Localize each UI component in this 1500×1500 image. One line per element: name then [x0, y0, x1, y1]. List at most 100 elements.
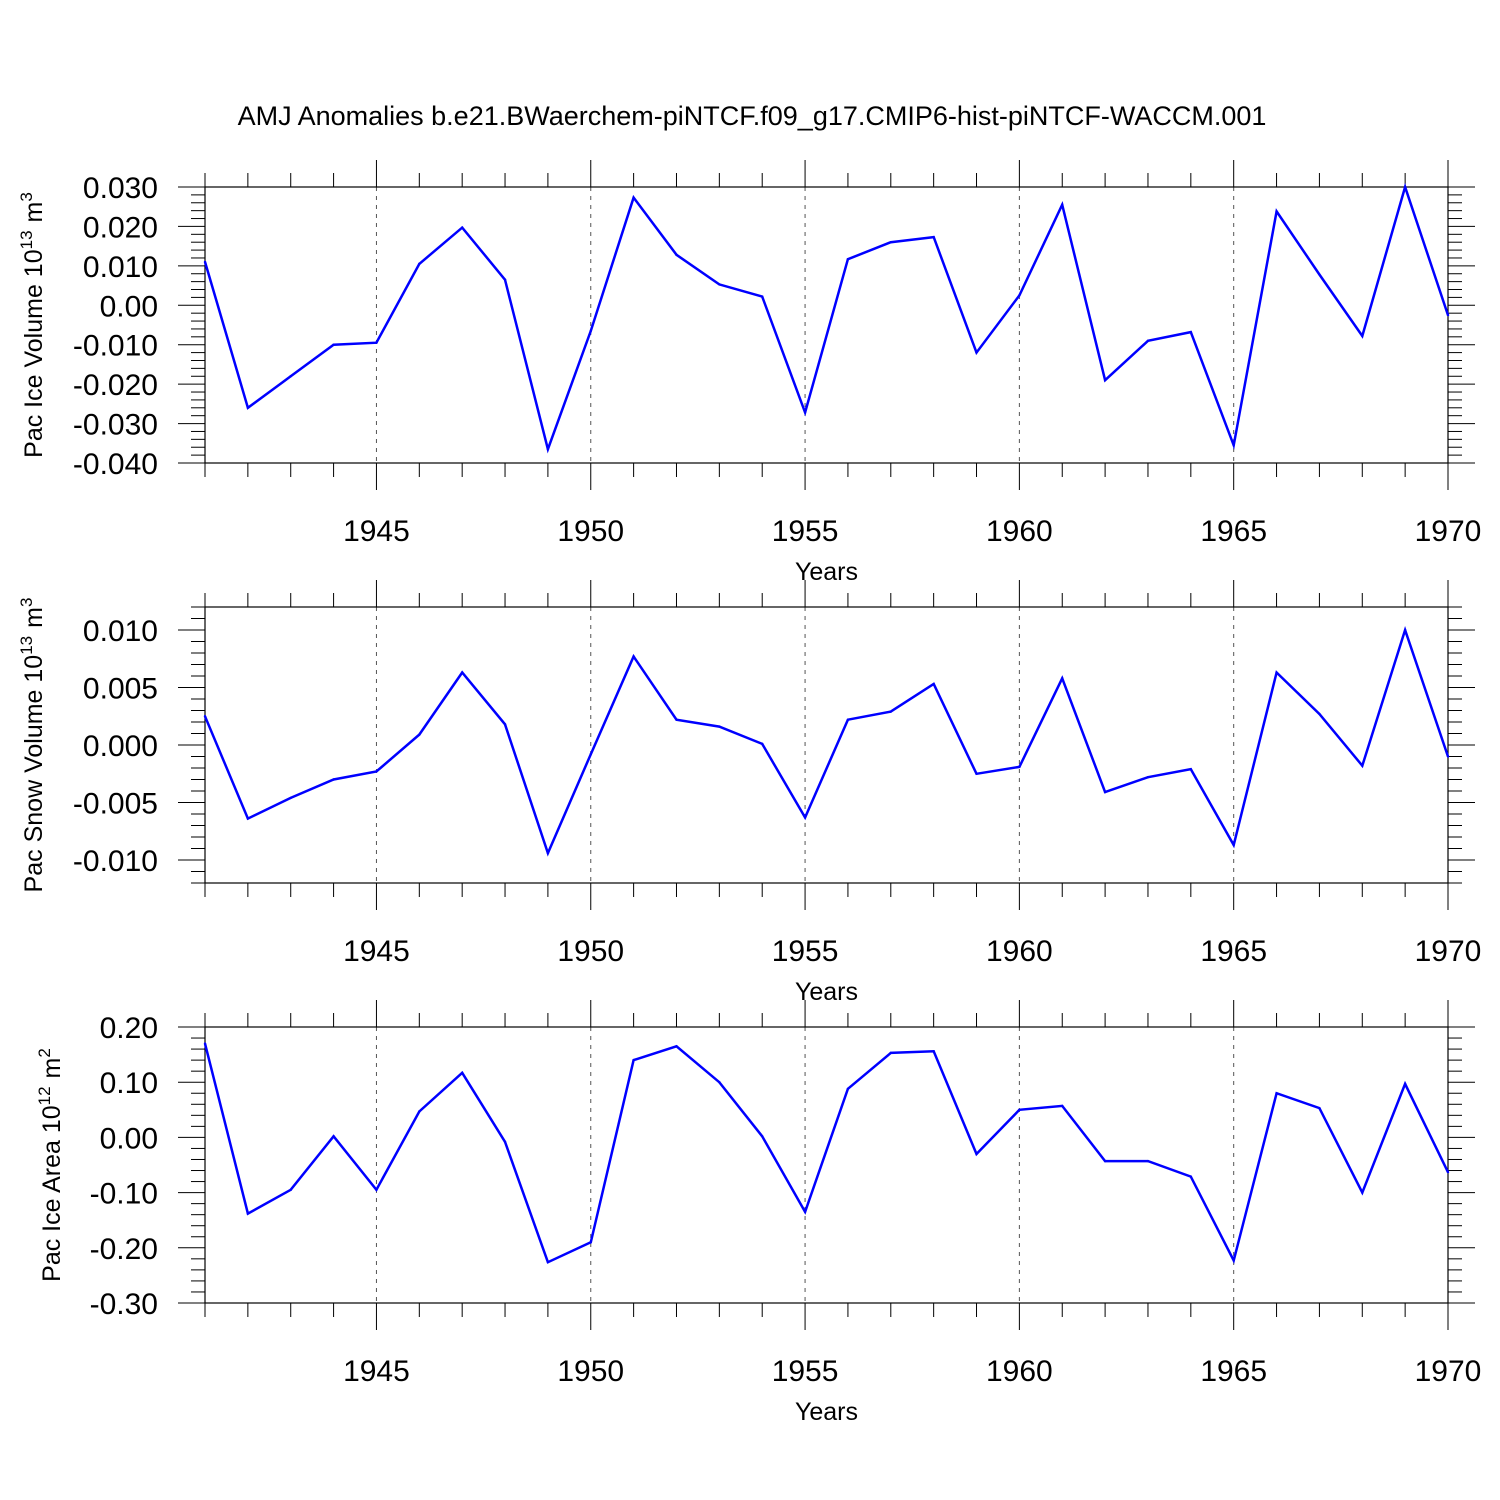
panel-middle: 0.010 0.005 0.000 -0.005 -0.010 1945 1950 1955 1…	[17, 580, 1481, 1006]
data-point	[289, 1188, 292, 1192]
y-tick-label: -0.010	[73, 845, 158, 878]
y-axis-title-exponent: 13	[17, 230, 36, 249]
x-tick-label: 1950	[557, 935, 624, 968]
x-axis-title: Years	[795, 978, 858, 1006]
data-point	[1446, 755, 1450, 758]
data-point	[932, 682, 935, 686]
y-tick-label: -0.030	[73, 409, 158, 442]
x-tick-label: 1950	[557, 515, 624, 548]
data-point	[418, 733, 421, 736]
data-point	[1275, 1092, 1278, 1095]
data-point	[632, 655, 635, 658]
x-tick-label: 1955	[772, 1355, 839, 1388]
y-tick-label: -0.20	[90, 1233, 158, 1266]
y-tick-label: -0.020	[73, 369, 158, 402]
data-point	[1018, 765, 1021, 769]
y-axis-title: Pac Ice Volume 1013 m3	[17, 192, 48, 458]
panel-top: 0.030 0.020 0.010 0.00 -0.010 -0.020 -0.030 -0.…	[17, 160, 1481, 586]
data-point	[718, 725, 721, 728]
x-tick-label: 1945	[343, 515, 410, 548]
data-point	[589, 329, 592, 333]
data-point	[1061, 1104, 1064, 1108]
y-tick-label: 0.020	[83, 211, 158, 244]
data-point	[418, 1110, 421, 1113]
data-point	[375, 1188, 378, 1192]
data-point	[546, 851, 550, 855]
x-tick-label: 1965	[1200, 515, 1267, 548]
data-point	[1232, 843, 1235, 847]
y-axis-title-exponent: 3	[17, 598, 36, 607]
data-point	[675, 1045, 678, 1048]
x-tick-label: 1960	[986, 515, 1053, 548]
y-axis-title-text: Pac Snow Volume 10	[20, 655, 48, 893]
data-point	[975, 351, 978, 354]
data-point	[1232, 444, 1235, 447]
y-axis-title-exponent: 12	[35, 1086, 54, 1105]
y-tick-label: -0.10	[90, 1178, 158, 1211]
data-point	[1403, 628, 1407, 632]
data-point	[1018, 294, 1021, 297]
x-tick-label: 1970	[1415, 515, 1482, 548]
y-axis-title-exponent: 13	[17, 636, 36, 655]
y-tick-label: 0.005	[83, 673, 158, 706]
data-point	[375, 341, 378, 344]
y-tick-label: 0.00	[100, 1122, 158, 1155]
y-tick-label: -0.040	[73, 448, 158, 481]
y-tick-label: 0.10	[100, 1067, 158, 1100]
data-point	[203, 1042, 207, 1045]
x-tick-label: 1970	[1415, 935, 1482, 968]
data-point	[1318, 712, 1321, 716]
data-point	[1189, 330, 1193, 334]
data-point	[1318, 273, 1321, 276]
data-point	[460, 1071, 464, 1075]
data-point	[1061, 677, 1064, 680]
series-line	[203, 625, 1450, 857]
plot-frame	[204, 1026, 1449, 1304]
data-point	[246, 817, 250, 820]
data-point	[203, 260, 207, 264]
y-axis-title-text: m	[20, 607, 48, 628]
x-tick-label: 1955	[772, 935, 839, 968]
data-point	[289, 375, 292, 378]
x-tick-label: 1960	[986, 935, 1053, 968]
y-axis-title-text: Pac Ice Area 10	[38, 1105, 66, 1282]
data-point	[1146, 339, 1150, 342]
data-point	[375, 770, 378, 773]
data-point	[761, 1135, 764, 1138]
data-point	[503, 278, 507, 281]
data-point	[1446, 313, 1450, 317]
data-point	[975, 1152, 978, 1156]
y-axis-title-text: Pac Ice Volume 10	[20, 249, 48, 457]
data-point	[503, 1140, 507, 1144]
data-point	[1189, 1175, 1193, 1178]
x-tick-label: 1970	[1415, 1355, 1482, 1388]
x-tick-label: 1955	[772, 515, 839, 548]
data-point	[761, 742, 764, 746]
data-point	[846, 718, 850, 721]
data-point	[846, 257, 850, 261]
data-point	[889, 710, 892, 713]
y-axis-title-exponent: 2	[35, 1048, 54, 1057]
x-tick-label: 1945	[343, 1355, 410, 1388]
y-tick-label: 0.00	[100, 290, 158, 323]
y-tick-label: -0.005	[73, 788, 158, 821]
data-point	[803, 816, 807, 819]
y-axis-title-text: m	[38, 1058, 66, 1079]
y-tick-label: 0.010	[83, 615, 158, 648]
data-point	[1361, 334, 1364, 338]
data-point	[803, 1210, 807, 1214]
y-axis-title: Pac Ice Area 1012 m2	[35, 1048, 66, 1282]
data-point	[1018, 1108, 1021, 1112]
data-point	[1103, 379, 1107, 382]
y-axis-title-text: m	[20, 202, 48, 223]
data-point	[846, 1087, 850, 1091]
panel-bottom: 0.20 0.10 0.00 -0.10 -0.20 -0.30 1945 1950 1955 1…	[35, 1000, 1481, 1426]
data-point	[675, 253, 678, 257]
data-point	[1061, 203, 1064, 206]
data-point	[1275, 671, 1278, 674]
data-point	[932, 1050, 935, 1053]
data-point	[1403, 185, 1407, 189]
x-axis-title: Years	[795, 558, 858, 586]
data-point	[332, 1135, 335, 1138]
y-axis-title: Pac Snow Volume 1013 m3	[17, 598, 48, 893]
